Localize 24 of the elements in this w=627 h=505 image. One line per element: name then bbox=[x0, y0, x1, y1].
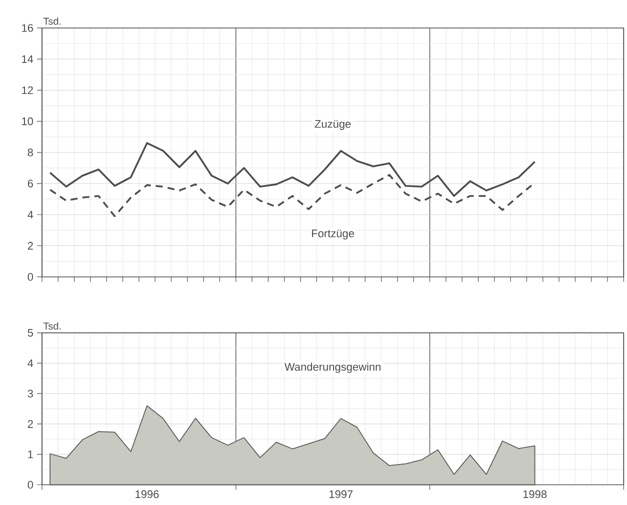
y-tick-label: 2 bbox=[28, 242, 33, 250]
y-tick-label: 2 bbox=[28, 420, 33, 428]
y-tick-label: 4 bbox=[28, 360, 34, 368]
y-tick-label: 1 bbox=[28, 450, 33, 458]
y-axis-title: Tsd. bbox=[43, 18, 61, 25]
x-tick-label: 1998 bbox=[523, 490, 547, 498]
series-label: Fortzüge bbox=[312, 230, 354, 240]
x-tick-label: 1997 bbox=[330, 490, 353, 498]
y-tick-label: 3 bbox=[28, 390, 33, 398]
y-tick-label: 6 bbox=[28, 180, 33, 188]
y-axis-title: Tsd. bbox=[43, 322, 61, 330]
y-tick-label: 4 bbox=[28, 210, 34, 219]
y-tick-label: 5 bbox=[28, 329, 33, 337]
y-tick-label: 16 bbox=[22, 24, 33, 32]
y-tick-label: 0 bbox=[28, 273, 34, 281]
line-series bbox=[49, 142, 536, 197]
y-tick-label: 12 bbox=[22, 86, 33, 94]
y-tick-label: 14 bbox=[22, 55, 34, 63]
text: Wanderungsgewinn bbox=[284, 362, 380, 374]
y-tick-label: 10 bbox=[22, 118, 34, 126]
x-tick-label: 1996 bbox=[136, 490, 159, 498]
text: Zuzüge bbox=[314, 120, 351, 130]
y-tick-label: 8 bbox=[28, 148, 33, 156]
y-tick-label: 0 bbox=[28, 480, 34, 489]
